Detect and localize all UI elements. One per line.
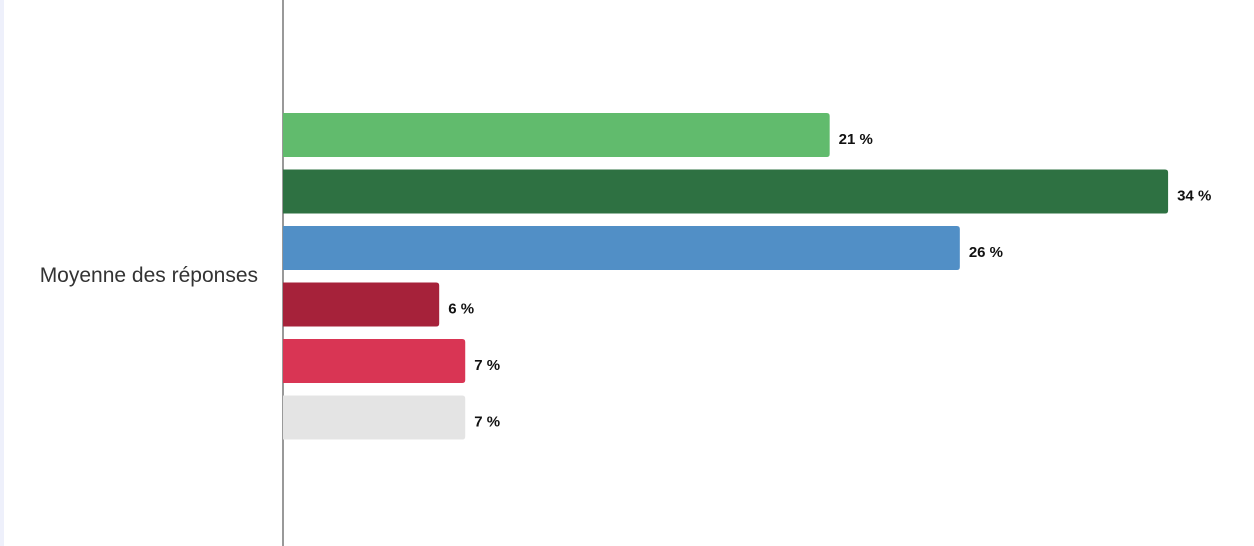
value-label: 34 % xyxy=(1177,187,1211,204)
category-label: Moyenne des réponses xyxy=(40,264,258,287)
bar xyxy=(283,226,960,270)
value-label: 21 % xyxy=(839,131,873,148)
bar xyxy=(283,169,1169,214)
value-label: 7 % xyxy=(474,413,500,430)
bar xyxy=(283,339,466,383)
bar xyxy=(283,113,830,157)
value-label: 26 % xyxy=(969,244,1003,261)
bar xyxy=(283,395,466,440)
value-label: 6 % xyxy=(448,300,474,317)
bar xyxy=(283,282,440,327)
value-label: 7 % xyxy=(474,357,500,374)
left-edge xyxy=(0,0,4,546)
